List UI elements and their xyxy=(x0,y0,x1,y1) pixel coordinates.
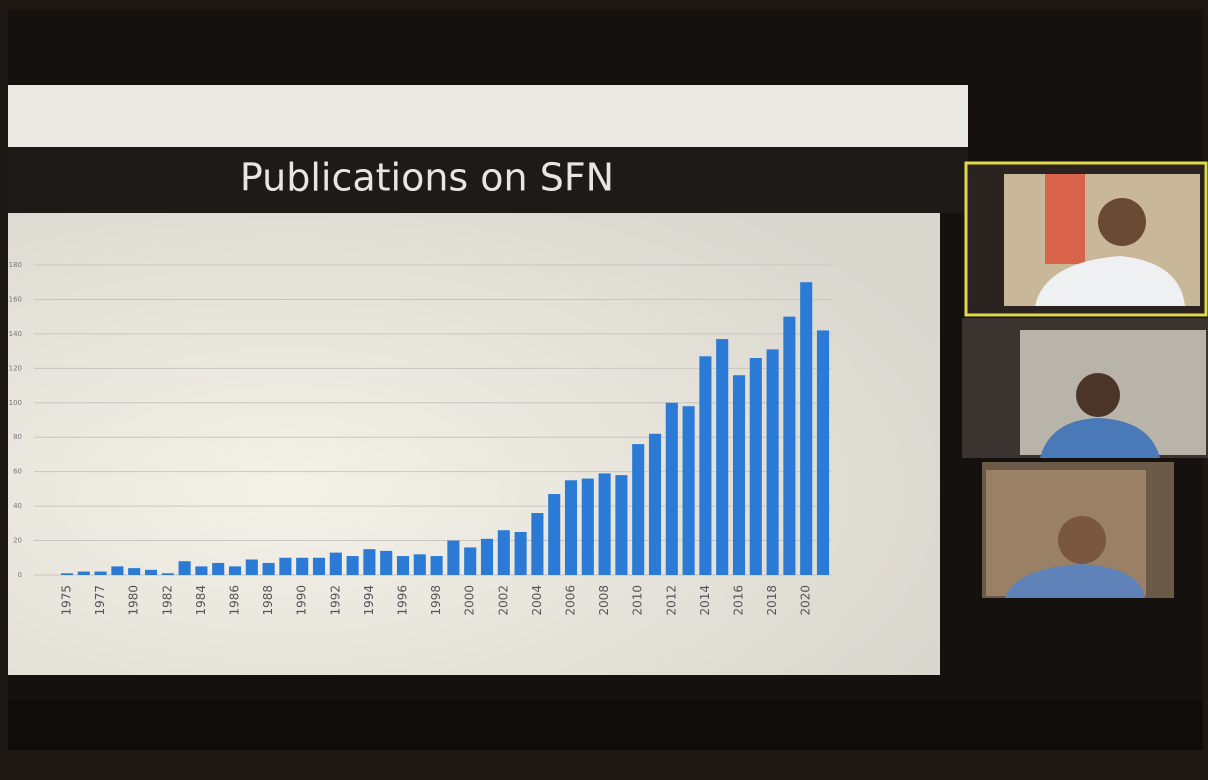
x-tick-label: 2010 xyxy=(631,585,645,616)
x-tick-label: 1982 xyxy=(160,585,174,616)
x-tick-label: 1980 xyxy=(127,585,141,616)
y-tick-label: 0 xyxy=(18,571,22,579)
bar xyxy=(515,532,527,575)
page: {"chart_data": {"type": "bar", "title": … xyxy=(0,0,1208,780)
bar xyxy=(162,573,174,575)
bar xyxy=(431,556,443,575)
x-tick-label: 1996 xyxy=(396,585,410,616)
bar xyxy=(61,573,73,575)
x-tick-label: 2018 xyxy=(765,585,779,616)
bar xyxy=(582,479,594,575)
bar xyxy=(212,563,224,575)
bar xyxy=(397,556,409,575)
bar xyxy=(414,554,426,575)
bar xyxy=(615,475,627,575)
chart-title: Publications on SFN xyxy=(240,156,614,200)
x-tick-label: 1986 xyxy=(228,585,242,616)
bar xyxy=(447,541,459,575)
x-tick-label: 1977 xyxy=(93,585,107,616)
y-tick-label: 40 xyxy=(13,502,22,510)
bar xyxy=(380,551,392,575)
bar xyxy=(263,563,275,575)
bar xyxy=(313,558,325,575)
x-tick-label: 2006 xyxy=(564,585,578,616)
x-tick-label: 2008 xyxy=(597,585,611,616)
bar xyxy=(279,558,291,575)
bar xyxy=(716,339,728,575)
x-tick-label: 2020 xyxy=(799,585,813,616)
person-head xyxy=(1076,373,1120,417)
bar xyxy=(111,566,123,575)
bar xyxy=(531,513,543,575)
x-tick-label: 1998 xyxy=(429,585,443,616)
y-tick-label: 120 xyxy=(9,364,22,372)
x-tick-label: 2014 xyxy=(698,585,712,616)
bar xyxy=(347,556,359,575)
bar xyxy=(783,317,795,575)
slide-top-strip xyxy=(8,85,968,147)
bar xyxy=(195,566,207,575)
x-tick-label: 2000 xyxy=(463,585,477,616)
y-tick-label: 180 xyxy=(9,261,22,269)
bar xyxy=(733,375,745,575)
bar xyxy=(481,539,493,575)
bar xyxy=(78,572,90,575)
bar xyxy=(767,349,779,575)
y-tick-label: 80 xyxy=(13,433,22,441)
y-tick-label: 20 xyxy=(13,537,22,545)
bar xyxy=(683,406,695,575)
x-tick-label: 1975 xyxy=(60,585,74,616)
bar xyxy=(95,572,107,575)
bar xyxy=(565,480,577,575)
bar xyxy=(464,547,476,575)
y-tick-label: 100 xyxy=(9,399,22,407)
bar xyxy=(632,444,644,575)
bar xyxy=(800,282,812,575)
person-head xyxy=(1058,516,1106,564)
bar xyxy=(363,549,375,575)
bar xyxy=(128,568,140,575)
x-tick-label: 1988 xyxy=(261,585,275,616)
bar xyxy=(246,560,258,576)
x-tick-label: 2012 xyxy=(664,585,678,616)
y-tick-label: 140 xyxy=(9,330,22,338)
bar xyxy=(179,561,191,575)
x-tick-label: 1994 xyxy=(362,585,376,616)
bar xyxy=(699,356,711,575)
bar xyxy=(666,403,678,575)
x-tick-label: 2002 xyxy=(496,585,510,616)
bar xyxy=(599,473,611,575)
curtain xyxy=(1045,174,1085,264)
bar xyxy=(548,494,560,575)
x-tick-label: 1992 xyxy=(328,585,342,616)
bar xyxy=(330,553,342,575)
bar xyxy=(145,570,157,575)
bar xyxy=(750,358,762,575)
x-tick-label: 2004 xyxy=(530,585,544,616)
bar xyxy=(498,530,510,575)
x-tick-label: 2016 xyxy=(732,585,746,616)
person-head xyxy=(1098,198,1146,246)
bar xyxy=(817,330,829,575)
bar xyxy=(296,558,308,575)
bar xyxy=(649,434,661,575)
keyboard-shadow xyxy=(8,700,1203,750)
bar xyxy=(229,566,241,575)
y-tick-label: 160 xyxy=(9,295,22,303)
x-tick-label: 1984 xyxy=(194,585,208,616)
y-tick-label: 60 xyxy=(13,468,22,476)
screen-photo: Publications on SFN 0 20 40 60 80 100 120 140 16… xyxy=(0,0,1208,780)
x-tick-label: 1990 xyxy=(295,585,309,616)
